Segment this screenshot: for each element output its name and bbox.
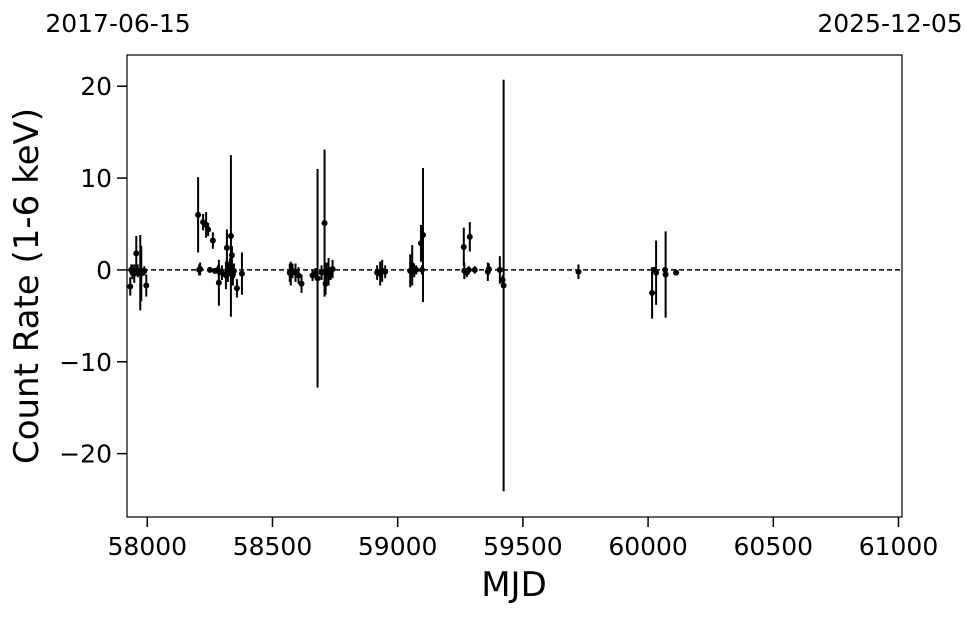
x-tick-label: 58000 [108, 532, 188, 561]
data-point [329, 266, 336, 273]
y-tick-label: 10 [80, 164, 112, 193]
data-point [143, 282, 150, 289]
data-point [133, 250, 140, 257]
axes: 58000 58500 59000 59500 60000 60500 61000 −20 −1… [59, 72, 938, 561]
data-point [465, 266, 472, 273]
data-marks [127, 79, 902, 492]
y-tick-label: 0 [96, 256, 112, 285]
data-point [413, 266, 420, 273]
data-point [206, 266, 213, 273]
top-axis-start-date: 2017-06-15 [45, 9, 190, 38]
y-axis-label: Count Rate (1-6 keV) [7, 108, 47, 464]
y-tick-label: 20 [80, 72, 112, 101]
x-tick-label: 61000 [859, 532, 939, 561]
x-tick-label: 60500 [734, 532, 814, 561]
data-point [466, 233, 473, 240]
data-point [418, 266, 425, 273]
data-point [496, 266, 503, 273]
data-point [419, 232, 426, 239]
top-axis-end-date: 2025-12-05 [817, 9, 962, 38]
data-point [295, 272, 302, 279]
data-point [215, 279, 222, 286]
data-point [209, 237, 216, 244]
data-point [322, 280, 329, 287]
data-point [471, 266, 478, 273]
x-axis-label: MJD [481, 565, 547, 605]
data-point [141, 267, 148, 274]
x-tick-label: 58500 [233, 532, 313, 561]
data-point [662, 271, 669, 278]
data-point [195, 211, 202, 218]
data-point [499, 277, 506, 284]
x-tick-label: 60000 [608, 532, 688, 561]
data-point [653, 269, 660, 276]
data-point [318, 269, 325, 276]
data-point [649, 289, 656, 296]
data-point [460, 243, 467, 250]
x-tick-label: 59000 [358, 532, 438, 561]
x-tick-label: 59500 [483, 532, 563, 561]
plot-frame [126, 54, 903, 518]
data-point [575, 268, 582, 275]
y-tick-label: −10 [59, 348, 112, 377]
data-point [298, 280, 305, 287]
data-point [500, 282, 507, 289]
data-point [673, 269, 680, 276]
data-point [227, 232, 234, 239]
data-point [485, 266, 492, 273]
data-point [228, 252, 235, 259]
data-point [127, 283, 134, 290]
data-point [233, 285, 240, 292]
y-tick-label: −20 [59, 440, 112, 469]
data-point [314, 275, 321, 282]
data-point [205, 226, 212, 233]
data-point [197, 266, 204, 273]
data-point [223, 244, 230, 251]
data-point [382, 268, 389, 275]
data-point [230, 267, 237, 274]
data-point [238, 270, 245, 277]
data-point [321, 220, 328, 227]
